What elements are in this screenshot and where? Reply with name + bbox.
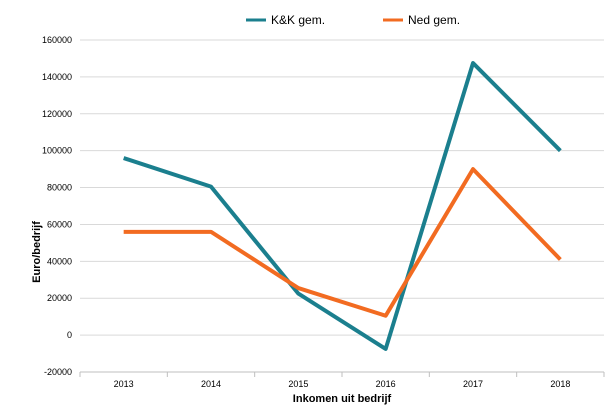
- series-line-0: [123, 61, 562, 351]
- y-tick-label: 80000: [47, 183, 72, 193]
- y-tick-label: 20000: [47, 293, 72, 303]
- x-tick-label: 2013: [114, 379, 134, 389]
- x-axis-title: Inkomen uit bedrijf: [293, 393, 392, 405]
- axes: 160000 140000 120000 100000 80000 60000 40000 2…: [42, 35, 605, 389]
- y-tick-label: 0: [67, 330, 72, 340]
- y-tick-label: 120000: [42, 109, 72, 119]
- series-line-1: [123, 167, 562, 318]
- legend-label: K&K gem.: [271, 13, 325, 27]
- y-axis-title: Euro/bedrijf: [31, 221, 43, 283]
- x-tick-label: 2015: [288, 379, 308, 389]
- x-tick-label: 2017: [463, 379, 483, 389]
- y-tick-label: 40000: [47, 256, 72, 266]
- x-tick-label: 2016: [376, 379, 396, 389]
- series-lines: [123, 61, 562, 351]
- x-tick-label: 2018: [550, 379, 570, 389]
- y-tick-label: 100000: [42, 146, 72, 156]
- y-tick-label: 140000: [42, 72, 72, 82]
- legend: K&K gem. Ned gem.: [246, 13, 460, 27]
- y-tick-label: 60000: [47, 219, 72, 229]
- x-tick-label: 2014: [201, 379, 221, 389]
- y-tick-label: -20000: [44, 367, 72, 377]
- legend-label: Ned gem.: [408, 13, 460, 27]
- y-tick-label: 160000: [42, 35, 72, 45]
